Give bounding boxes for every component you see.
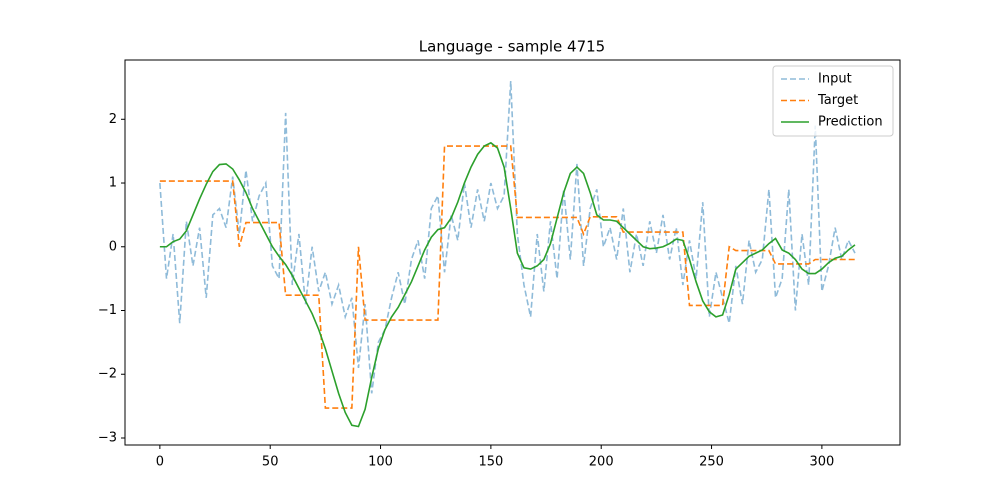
y-tick-label: −3 <box>98 430 117 445</box>
x-tick-label: 300 <box>809 455 834 470</box>
legend-box <box>772 65 894 137</box>
legend-label: Target <box>817 93 858 108</box>
y-tick-label: −2 <box>98 367 117 382</box>
x-tick-label: 250 <box>699 455 724 470</box>
x-tick-label: 100 <box>368 455 393 470</box>
y-tick-label: −1 <box>98 303 117 318</box>
y-tick-label: 0 <box>109 239 117 254</box>
series-line <box>159 80 856 394</box>
y-tick-label: 2 <box>109 112 117 127</box>
x-tick-label: 150 <box>478 455 503 470</box>
x-tick-label: 0 <box>156 455 164 470</box>
series-line <box>159 141 856 428</box>
chart-title: Language - sample 4715 <box>419 38 605 56</box>
series-line <box>159 145 855 409</box>
legend-label: Prediction <box>818 115 883 130</box>
x-tick-label: 200 <box>589 455 614 470</box>
legend-label: Input <box>818 72 852 87</box>
y-tick-label: 1 <box>109 176 117 191</box>
x-tick-label: 50 <box>262 455 279 470</box>
plot-frame <box>124 59 901 446</box>
